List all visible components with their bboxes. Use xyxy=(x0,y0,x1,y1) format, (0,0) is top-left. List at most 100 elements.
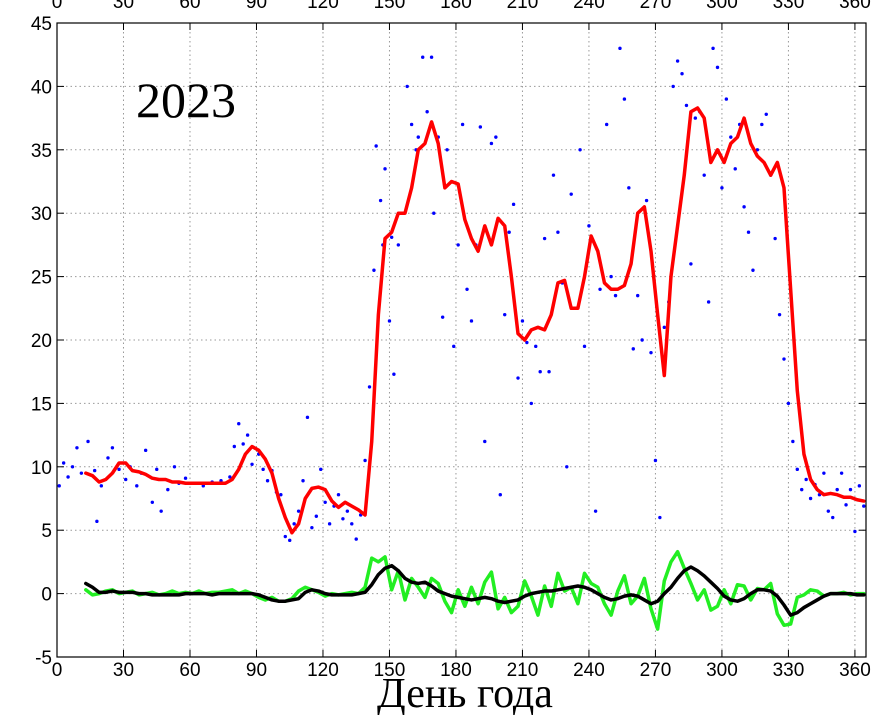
data-point xyxy=(844,503,848,507)
data-point xyxy=(680,72,684,76)
data-point xyxy=(662,325,667,330)
x-tick-label-top: 120 xyxy=(307,0,339,13)
data-point xyxy=(383,167,387,171)
data-point xyxy=(516,376,520,380)
data-point xyxy=(396,243,401,247)
data-point xyxy=(520,319,525,323)
data-point xyxy=(804,477,808,482)
data-point xyxy=(848,487,853,492)
data-point xyxy=(314,514,319,518)
data-point xyxy=(507,230,511,234)
plot-area xyxy=(57,46,866,631)
data-point xyxy=(618,46,622,51)
data-point xyxy=(354,537,358,541)
x-axis-label: День года xyxy=(377,671,553,715)
data-point xyxy=(720,186,724,190)
data-point xyxy=(582,344,587,349)
y-tick-label: 15 xyxy=(31,394,52,415)
data-point xyxy=(644,198,649,203)
data-point xyxy=(106,456,110,460)
data-point xyxy=(808,496,813,501)
x-tick-label: 60 xyxy=(179,660,200,681)
data-point xyxy=(483,439,487,444)
x-tick-label-top: 180 xyxy=(440,0,472,13)
data-point xyxy=(542,236,547,241)
data-point xyxy=(323,500,327,505)
data-point xyxy=(511,202,516,207)
data-point xyxy=(831,515,835,520)
data-point xyxy=(440,315,445,319)
data-point xyxy=(61,461,66,465)
x-tick-label: 120 xyxy=(307,660,339,681)
x-tick-label-top: 330 xyxy=(773,0,805,13)
x-tick-label: 270 xyxy=(640,660,672,681)
data-point xyxy=(336,492,341,497)
data-point xyxy=(636,293,640,298)
data-point xyxy=(587,224,591,228)
data-point xyxy=(786,401,791,406)
data-point xyxy=(261,467,265,472)
data-point xyxy=(288,538,292,543)
annotation: 2023 xyxy=(136,72,236,128)
data-point xyxy=(310,525,314,530)
x-tick-label: 30 xyxy=(113,660,134,681)
y-tick-label: 45 xyxy=(31,14,52,35)
data-point xyxy=(232,444,237,449)
data-point xyxy=(421,55,425,59)
data-point xyxy=(350,522,354,526)
data-point xyxy=(751,268,755,272)
x-tick-label: 330 xyxy=(773,660,805,681)
data-point xyxy=(593,509,598,513)
data-point xyxy=(432,211,436,215)
data-point xyxy=(578,148,582,152)
data-point xyxy=(183,476,188,480)
data-point xyxy=(86,439,90,444)
data-point xyxy=(569,192,573,196)
data-point xyxy=(839,471,844,475)
x-tick-label: 360 xyxy=(839,660,871,681)
plot-frame xyxy=(56,22,867,658)
data-point xyxy=(378,198,383,203)
y-tick-label: 0 xyxy=(41,585,52,606)
data-point xyxy=(556,230,560,234)
data-point xyxy=(135,484,139,488)
data-point xyxy=(795,467,799,472)
x-tick-label-top: 30 xyxy=(113,0,134,13)
x-tick-label: 210 xyxy=(507,660,539,681)
data-point xyxy=(724,97,729,101)
data-point xyxy=(283,534,287,539)
data-point xyxy=(746,230,751,234)
data-point xyxy=(245,433,250,437)
y-tick-label: 35 xyxy=(31,141,52,162)
data-point xyxy=(416,135,420,139)
x-tick-label-top: 300 xyxy=(706,0,738,13)
data-point xyxy=(372,268,376,272)
data-point xyxy=(392,372,396,376)
y-tick-label: 40 xyxy=(31,77,52,98)
data-point xyxy=(715,65,720,70)
data-point xyxy=(613,293,618,298)
data-point xyxy=(631,347,635,351)
data-point xyxy=(538,370,542,374)
data-point xyxy=(465,287,469,291)
data-point xyxy=(95,519,99,524)
data-point xyxy=(389,235,394,239)
data-point xyxy=(689,262,693,266)
data-point xyxy=(296,509,301,513)
data-point xyxy=(117,467,121,472)
data-point xyxy=(460,122,465,127)
data-point xyxy=(124,477,128,482)
data-point xyxy=(409,122,414,127)
data-point xyxy=(155,467,159,472)
data-point xyxy=(791,439,795,444)
data-point xyxy=(469,319,474,323)
data-point xyxy=(551,173,556,177)
data-point xyxy=(653,458,658,463)
data-point xyxy=(622,97,627,101)
data-point xyxy=(773,236,777,241)
data-point xyxy=(565,465,569,469)
data-point xyxy=(327,522,332,526)
